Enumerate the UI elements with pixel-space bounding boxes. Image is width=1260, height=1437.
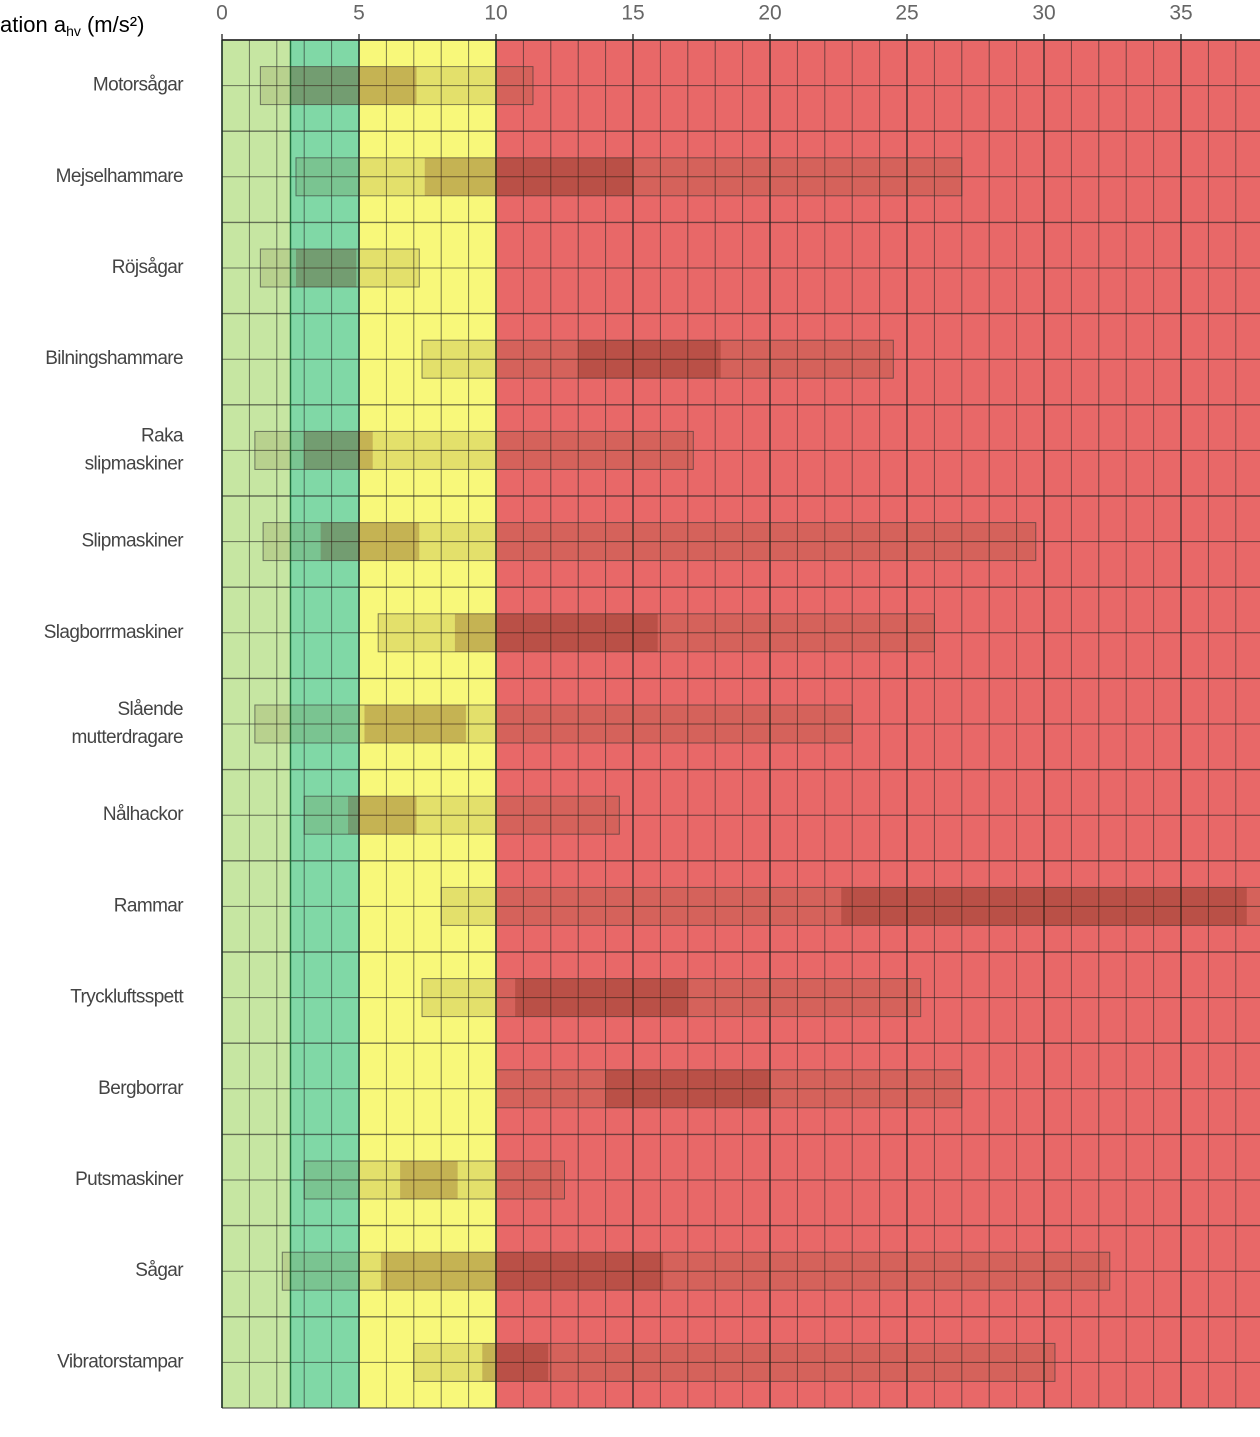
typical-range-bar bbox=[578, 340, 720, 378]
x-tick-label: 5 bbox=[353, 2, 365, 25]
category-label: Rammar bbox=[114, 895, 185, 916]
typical-range-bar bbox=[400, 1161, 458, 1199]
category-label: Sågar bbox=[135, 1260, 184, 1281]
x-tick-label: 30 bbox=[1032, 2, 1055, 25]
typical-range-bar bbox=[515, 979, 688, 1017]
typical-range-bar bbox=[841, 887, 1247, 925]
category-label: Slagborrmaskiner bbox=[44, 622, 185, 643]
typical-range-bar bbox=[296, 249, 356, 287]
category-label: Bergborrar bbox=[98, 1078, 184, 1099]
x-tick-label: 35 bbox=[1169, 2, 1192, 25]
category-label: Mejselhammare bbox=[56, 166, 183, 187]
typical-range-bar bbox=[606, 1070, 770, 1108]
category-label: Vibratorstampar bbox=[57, 1351, 184, 1372]
category-label: slipmaskiner bbox=[85, 453, 185, 474]
category-label: Tryckluftsspett bbox=[70, 987, 184, 1008]
x-tick-label: 20 bbox=[758, 2, 781, 25]
category-label: Röjsågar bbox=[112, 257, 185, 278]
category-label: Slående bbox=[117, 699, 183, 720]
category-label: Nålhackor bbox=[103, 804, 184, 825]
typical-range-bar bbox=[348, 796, 417, 834]
category-label: Raka bbox=[141, 425, 184, 446]
category-label: Bilningshammare bbox=[45, 348, 183, 369]
chart: ation ahv (m/s²) 0 5 10 15 20 25 30 35 Motorsåga… bbox=[0, 0, 1260, 1432]
typical-range-bar bbox=[455, 614, 658, 652]
typical-range-bar bbox=[425, 158, 633, 196]
category-label: Slipmaskiner bbox=[81, 531, 184, 552]
typical-range-bar bbox=[291, 67, 417, 105]
category-label: Motorsågar bbox=[93, 75, 184, 96]
x-tick-label: 10 bbox=[484, 2, 507, 25]
typical-range-bar bbox=[482, 1343, 548, 1381]
category-label: mutterdragare bbox=[71, 727, 183, 748]
typical-range-bar bbox=[304, 431, 373, 469]
x-axis-label-sub: hv bbox=[66, 23, 81, 39]
x-axis-label: ation ahv (m/s²) bbox=[0, 12, 144, 39]
typical-range-bar bbox=[364, 705, 465, 743]
x-tick-label: 25 bbox=[895, 2, 918, 25]
range-bar bbox=[255, 705, 852, 743]
typical-range-bar bbox=[381, 1252, 663, 1290]
x-axis-label-main: ation a bbox=[0, 12, 67, 37]
x-tick-label: 0 bbox=[216, 2, 228, 25]
category-label: Putsmaskiner bbox=[75, 1169, 184, 1190]
x-tick-label: 15 bbox=[621, 2, 644, 25]
typical-range-bar bbox=[321, 523, 420, 561]
page: ation ahv (m/s²) 0 5 10 15 20 25 30 35 Motorsåga… bbox=[0, 0, 1260, 1437]
x-axis-label-unit: (m/s²) bbox=[81, 12, 145, 37]
